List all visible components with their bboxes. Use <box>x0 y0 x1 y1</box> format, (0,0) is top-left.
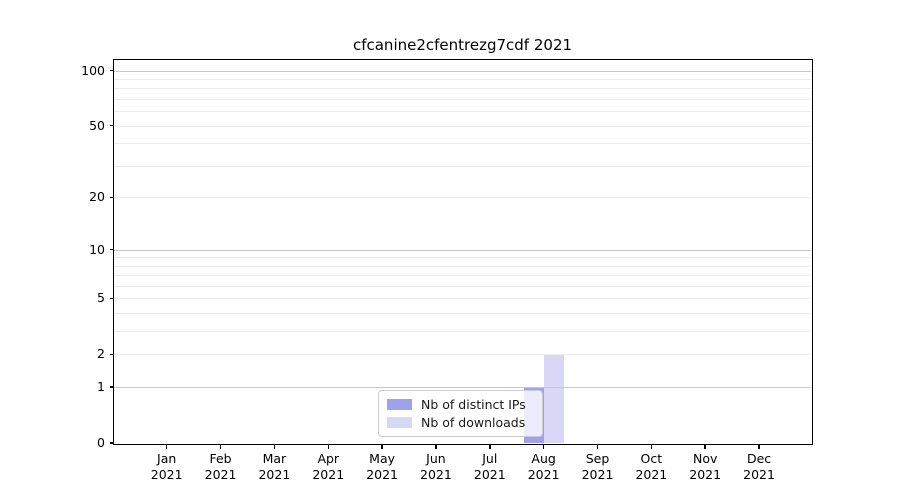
legend-item-downloads: Nb of downloads <box>387 415 534 430</box>
x-tick-label: Dec 2021 <box>729 451 789 483</box>
y-tick-label: 1 <box>97 379 105 395</box>
x-tick-label: Jul 2021 <box>460 451 520 483</box>
legend-swatch-distinct-ips <box>387 398 412 410</box>
x-tick-label-year: 2021 <box>366 467 398 482</box>
y-tick-mark <box>109 386 114 388</box>
x-tick-mark <box>704 444 706 449</box>
y-tick-mark <box>109 196 114 199</box>
chart-title: cfcanine2cfentrezg7cdf 2021 <box>352 36 573 54</box>
y-tick-mark <box>109 248 114 251</box>
gridline-minor <box>114 275 811 277</box>
x-tick-mark <box>381 444 383 449</box>
legend-label-distinct-ips: Nb of distinct IPs <box>421 396 526 412</box>
x-tick-label-year: 2021 <box>312 467 345 482</box>
x-tick-label: Aug 2021 <box>514 451 574 483</box>
gridline-minor <box>114 143 811 145</box>
legend-label-downloads: Nb of downloads <box>421 415 526 431</box>
x-tick-label-year: 2021 <box>527 467 560 482</box>
x-tick-label: Jan 2021 <box>137 451 197 483</box>
x-tick-mark <box>165 444 168 449</box>
x-tick-mark <box>219 444 222 449</box>
bar-nb-of-downloads-aug <box>543 354 564 443</box>
gridline-minor <box>114 99 811 101</box>
x-tick-label: Apr 2021 <box>298 451 358 483</box>
gridline-minor <box>114 313 811 315</box>
gridline-minor <box>114 79 811 80</box>
legend-swatch-downloads <box>387 417 412 429</box>
x-tick-label-year: 2021 <box>581 467 614 482</box>
y-tick-label: 5 <box>97 290 105 306</box>
x-tick-label-year: 2021 <box>420 467 452 482</box>
y-tick-label: 0 <box>97 435 105 450</box>
x-tick-label: May 2021 <box>352 451 412 483</box>
x-tick-label-year: 2021 <box>689 467 722 482</box>
y-tick-label: 20 <box>89 189 105 205</box>
gridline-minor <box>114 285 811 287</box>
x-tick-label: Sep 2021 <box>568 451 628 483</box>
gridline-minor <box>114 88 811 90</box>
y-tick-label: 100 <box>81 62 105 78</box>
x-tick-label-year: 2021 <box>635 467 668 482</box>
x-tick-mark <box>435 444 437 449</box>
x-tick-label: Jun 2021 <box>406 451 466 483</box>
gridline-major <box>114 70 811 72</box>
x-tick-mark <box>327 444 329 449</box>
gridline-minor <box>114 125 811 127</box>
y-tick-label: 50 <box>89 117 105 133</box>
y-tick-mark <box>109 353 114 356</box>
x-tick-label-year: 2021 <box>204 467 237 482</box>
x-tick-label: Oct 2021 <box>621 451 681 483</box>
legend-item-distinct-ips: Nb of distinct IPs <box>387 397 534 412</box>
x-tick-mark <box>596 444 599 449</box>
x-tick-label: Nov 2021 <box>675 451 735 483</box>
y-tick-mark <box>109 124 114 127</box>
gridline-minor <box>114 331 811 333</box>
x-tick-label: Feb 2021 <box>191 451 251 483</box>
x-tick-label-year: 2021 <box>473 467 506 482</box>
y-tick-mark <box>109 69 114 72</box>
y-tick-label: 2 <box>97 346 105 362</box>
gridline-minor <box>114 265 811 267</box>
legend: Nb of distinct IPs Nb of downloads <box>378 390 543 437</box>
gridline-minor <box>114 165 811 167</box>
y-tick-mark <box>109 297 114 300</box>
gridline-minor <box>114 298 811 300</box>
gridline-major <box>114 387 811 389</box>
y-tick-mark <box>109 442 114 444</box>
plot-area <box>114 60 811 443</box>
x-tick-mark <box>489 444 491 449</box>
x-tick-label: Mar 2021 <box>244 451 304 483</box>
gridline-minor <box>114 257 811 259</box>
gridline-minor <box>114 111 811 113</box>
x-tick-mark <box>542 444 545 449</box>
x-tick-mark <box>273 444 276 449</box>
x-tick-mark <box>758 444 760 449</box>
y-tick-label: 10 <box>89 241 105 257</box>
gridline-minor <box>114 354 811 356</box>
x-tick-label-year: 2021 <box>743 467 775 482</box>
x-tick-mark <box>650 444 653 449</box>
x-tick-label-year: 2021 <box>258 467 291 482</box>
gridline-minor <box>114 197 811 199</box>
gridline-major <box>114 249 811 251</box>
x-tick-label-year: 2021 <box>150 467 183 482</box>
